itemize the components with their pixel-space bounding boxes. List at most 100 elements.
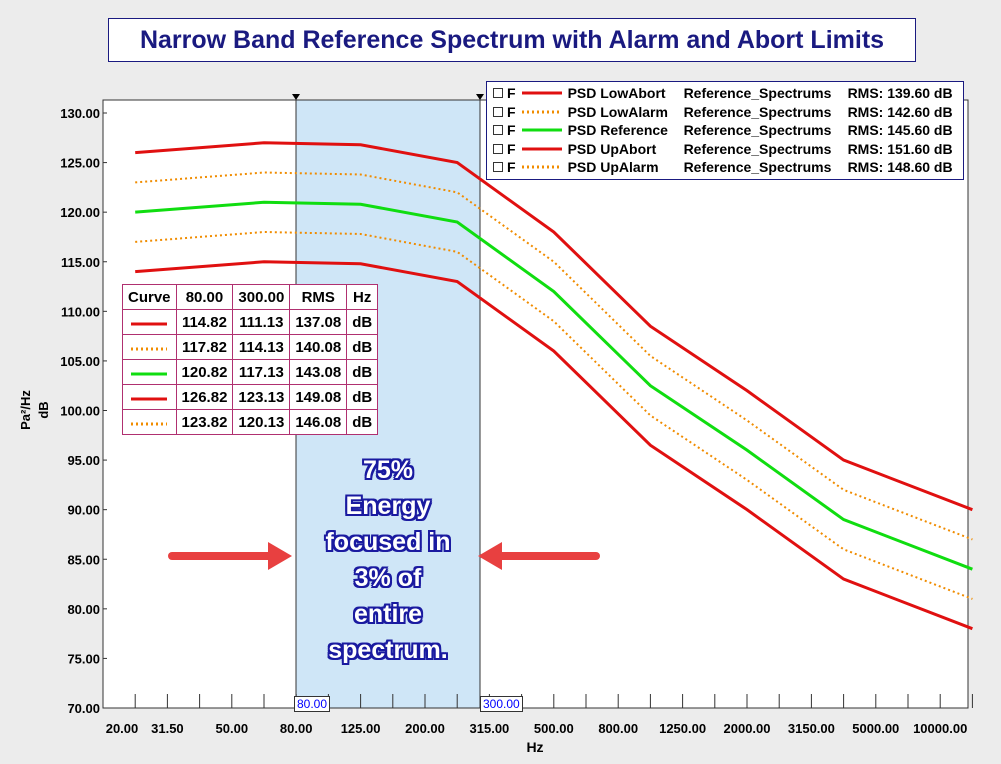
y-tick-label: 85.00 xyxy=(67,552,100,567)
legend-swatch xyxy=(521,147,562,151)
x-tick-label: 80.00 xyxy=(280,721,313,736)
legend-checkbox[interactable] xyxy=(493,106,503,117)
table-cell: dB xyxy=(346,409,379,435)
table-cell: 143.08 xyxy=(289,359,348,385)
table-header: 80.00 xyxy=(175,284,234,310)
annotation-line: 3% of xyxy=(354,564,422,592)
legend-item[interactable]: F PSD Reference Reference_Spectrums RMS: 14… xyxy=(487,121,963,140)
table-row: 123.82 120.13 146.08 dB xyxy=(122,409,379,435)
x-tick-label: 3150.00 xyxy=(788,721,835,736)
table-cell: 120.82 xyxy=(175,359,234,385)
x-tick-label: 2000.00 xyxy=(724,721,771,736)
table-cell: 120.13 xyxy=(232,409,291,435)
x-tick-label: 31.50 xyxy=(151,721,184,736)
x-axis-label: Hz xyxy=(526,739,543,755)
legend-rms: RMS: 145.60 dB xyxy=(847,122,953,139)
table-cell: dB xyxy=(346,384,379,410)
annotation-line: entire xyxy=(353,600,423,628)
table-row: 117.82 114.13 140.08 dB xyxy=(122,334,379,360)
legend-checkbox[interactable] xyxy=(493,125,503,136)
y-axis-unit: Pa²/Hz xyxy=(18,390,33,430)
legend-checkbox[interactable] xyxy=(493,143,503,154)
table-cell: 137.08 xyxy=(289,309,348,335)
legend-flag: F xyxy=(507,122,516,139)
chart-title: Narrow Band Reference Spectrum with Alar… xyxy=(108,18,916,62)
table-header: 300.00 xyxy=(232,284,291,310)
legend-checkbox[interactable] xyxy=(493,88,503,99)
cursor-label-left[interactable]: 80.00 xyxy=(294,696,331,712)
table-cell: 111.13 xyxy=(232,309,291,335)
y-tick-label: 90.00 xyxy=(67,503,100,518)
y-tick-label: 100.00 xyxy=(60,404,100,419)
cursor-label-right[interactable]: 300.00 xyxy=(480,696,523,712)
legend-swatch xyxy=(521,91,562,95)
y-tick-label: 110.00 xyxy=(61,304,100,319)
curve-swatch xyxy=(122,384,177,410)
legend-rms: RMS: 148.60 dB xyxy=(847,159,953,176)
table-header-row: Curve 80.00 300.00 RMS Hz xyxy=(122,284,379,310)
table-cell: 126.82 xyxy=(175,384,234,410)
table-row: 120.82 117.13 143.08 dB xyxy=(122,359,379,385)
y-axis-label: dB xyxy=(36,401,51,418)
legend-series-name: PSD UpAbort xyxy=(567,140,657,157)
y-tick-label: 80.00 xyxy=(67,602,100,617)
series-line-psd-upabort xyxy=(135,141,973,512)
y-tick-label: 125.00 xyxy=(60,156,100,171)
series-line-psd-lowabort xyxy=(135,260,973,631)
legend-rms: RMS: 151.60 dB xyxy=(847,140,953,157)
legend-item[interactable]: F PSD LowAlarm Reference_Spectrums RMS: 142… xyxy=(487,103,963,122)
legend-group: Reference_Spectrums xyxy=(683,103,832,120)
legend-group: Reference_Spectrums xyxy=(683,85,832,102)
table-cell: 146.08 xyxy=(289,409,348,435)
table-cell: 123.13 xyxy=(232,384,291,410)
legend-swatch xyxy=(521,110,562,114)
table-cell: 149.08 xyxy=(289,384,348,410)
arrow-right-icon-head xyxy=(268,542,292,570)
annotation-line: 75% xyxy=(362,456,414,484)
annotation-text: 75% Energy focused in 3% of entire spectrum. xyxy=(300,452,476,668)
annotation-line: Energy xyxy=(345,492,431,520)
legend-item[interactable]: F PSD UpAbort Reference_Spectrums RMS: 151.… xyxy=(487,140,963,159)
x-tick-label: 800.00 xyxy=(598,721,638,736)
legend-group: Reference_Spectrums xyxy=(683,159,832,176)
legend: F PSD LowAbort Reference_Spectrums RMS: 139… xyxy=(486,81,964,180)
legend-flag: F xyxy=(507,159,516,176)
legend-series-name: PSD LowAbort xyxy=(567,85,666,102)
x-tick-label: 20.00 xyxy=(106,721,139,736)
y-tick-label: 120.00 xyxy=(60,205,100,220)
y-tick-label: 75.00 xyxy=(67,651,100,666)
legend-rms: RMS: 139.60 dB xyxy=(847,85,953,102)
table-cell: 140.08 xyxy=(289,334,348,360)
y-tick-label: 105.00 xyxy=(60,354,100,369)
cursor-table: Curve 80.00 300.00 RMS Hz 114.82 111.13 137.08 d… xyxy=(122,284,379,435)
x-tick-label: 5000.00 xyxy=(852,721,899,736)
legend-rms: RMS: 142.60 dB xyxy=(847,103,953,120)
table-cell: dB xyxy=(346,309,379,335)
x-tick-label: 500.00 xyxy=(534,721,574,736)
legend-swatch xyxy=(521,128,562,132)
arrow-left-icon-head xyxy=(478,542,502,570)
legend-item[interactable]: F PSD UpAlarm Reference_Spectrums RMS: 148.… xyxy=(487,158,963,177)
table-cell: 117.82 xyxy=(175,334,234,360)
table-cell: dB xyxy=(346,359,379,385)
cursor-marker-icon[interactable] xyxy=(476,94,484,100)
legend-series-name: PSD Reference xyxy=(567,122,668,139)
cursor-marker-icon[interactable] xyxy=(292,94,300,100)
curve-swatch xyxy=(122,334,177,360)
table-header: RMS xyxy=(289,284,348,310)
table-header: Hz xyxy=(346,284,379,310)
legend-group: Reference_Spectrums xyxy=(683,122,832,139)
y-tick-label: 95.00 xyxy=(67,453,100,468)
y-tick-label: 115.00 xyxy=(61,255,100,270)
y-tick-label: 130.00 xyxy=(60,106,100,121)
table-cell: 114.82 xyxy=(175,309,234,335)
x-tick-label: 125.00 xyxy=(341,721,381,736)
series-line-psd-upalarm xyxy=(135,171,973,541)
legend-checkbox[interactable] xyxy=(493,162,503,173)
annotation-line: focused in xyxy=(325,528,451,556)
table-row: 114.82 111.13 137.08 dB xyxy=(122,309,379,335)
series-line-psd-lowalarm xyxy=(135,230,973,600)
x-tick-label: 10000.00 xyxy=(913,721,967,736)
legend-item[interactable]: F PSD LowAbort Reference_Spectrums RMS: 139… xyxy=(487,84,963,103)
